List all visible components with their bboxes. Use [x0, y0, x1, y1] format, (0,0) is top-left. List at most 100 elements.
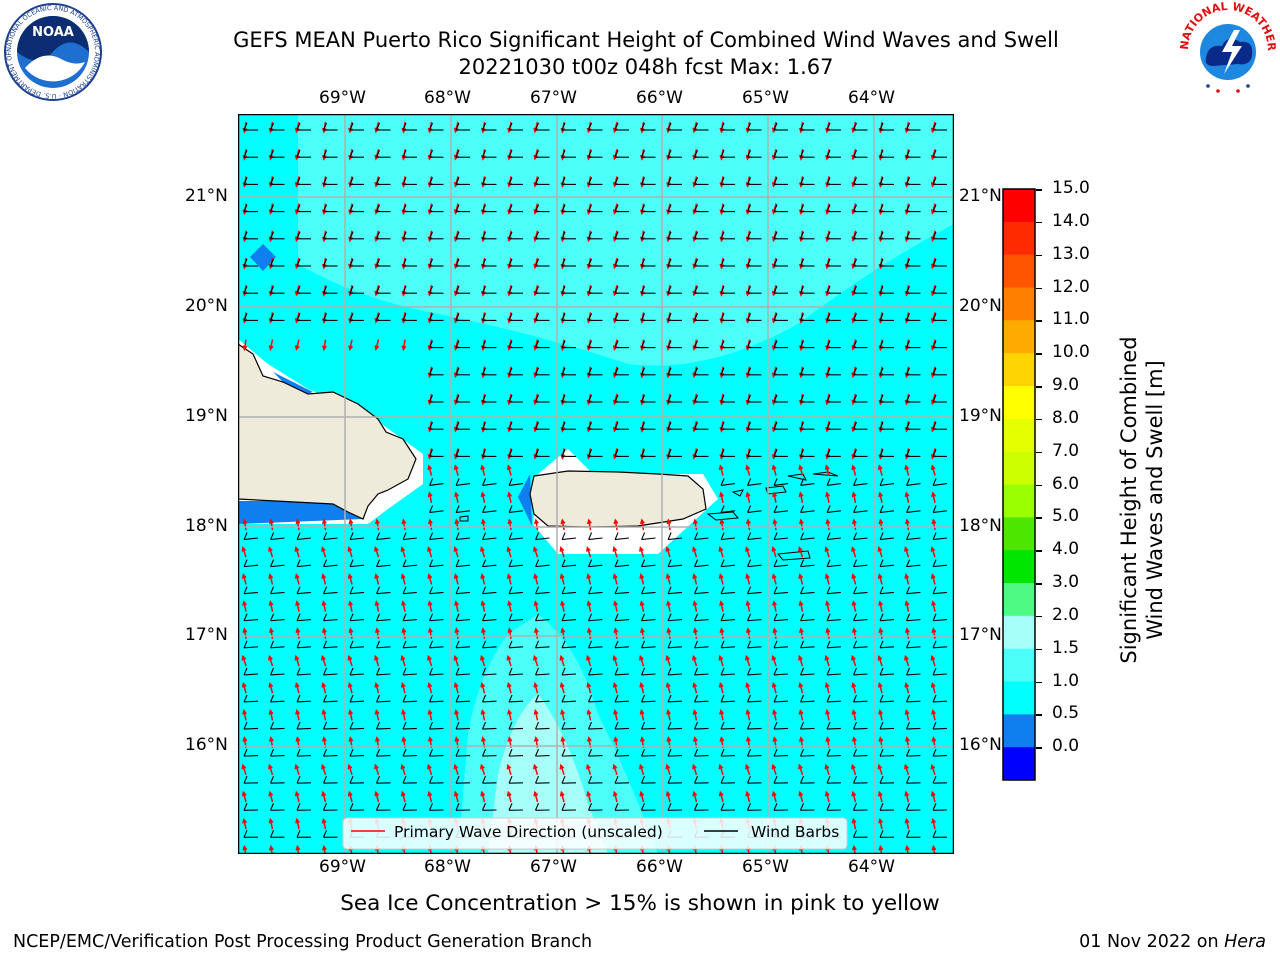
wind-barb — [932, 667, 948, 676]
wind-barb — [746, 394, 762, 403]
wind-barb — [747, 478, 762, 486]
wind-barb — [402, 122, 417, 131]
wind-barb — [693, 421, 709, 430]
wave-direction-arrow — [771, 681, 777, 694]
wind-barb — [640, 258, 656, 267]
wind-barb — [852, 421, 868, 430]
wave-direction-arrow — [454, 627, 460, 639]
wind-barb — [349, 122, 364, 131]
wind-barb — [376, 559, 391, 568]
wave-direction-arrow — [295, 709, 300, 721]
colorbar-tick-mark — [1036, 451, 1042, 454]
wind-barb — [667, 586, 683, 595]
wave-direction-arrow — [560, 600, 565, 612]
wind-barb — [455, 340, 470, 349]
wind-barb — [800, 613, 815, 622]
wind-barb — [508, 231, 523, 240]
wind-barb — [270, 667, 285, 676]
wave-direction-arrow — [295, 627, 301, 639]
colorbar-label: Significant Height of Combined Wind Wave… — [1116, 320, 1168, 680]
wind-barb — [508, 149, 523, 158]
wave-direction-arrow — [559, 681, 565, 694]
wave-direction-arrow — [480, 573, 486, 585]
wind-barb — [667, 394, 682, 403]
wind-barb — [588, 559, 603, 568]
wind-barb — [720, 505, 736, 514]
wave-direction-arrow — [427, 709, 433, 721]
colorbar-segment — [1003, 386, 1035, 420]
wind-barb — [561, 775, 577, 784]
colorbar-tick-label: 6.0 — [1052, 473, 1080, 494]
wind-barb — [906, 748, 921, 757]
wind-barb — [481, 258, 497, 267]
wave-direction-arrow — [904, 491, 910, 503]
wind-barb — [773, 667, 789, 676]
colorbar-segment — [1003, 221, 1035, 256]
wave-direction-arrow — [347, 763, 353, 776]
wind-barb — [667, 803, 683, 811]
wave-direction-arrow — [851, 654, 857, 667]
wind-barb — [614, 748, 630, 757]
wave-direction-arrow — [559, 654, 565, 667]
wave-direction-arrow — [904, 844, 910, 854]
wind-barb — [376, 640, 391, 649]
wave-direction-arrow — [268, 709, 274, 721]
wave-direction-arrow — [586, 600, 592, 612]
wind-barb — [587, 313, 603, 321]
wave-direction-arrow — [559, 573, 565, 585]
wind-barb — [932, 505, 948, 514]
wave-direction-arrow — [241, 573, 247, 585]
wave-direction-arrow — [824, 654, 830, 667]
wind-barb — [853, 748, 868, 757]
wind-barb — [693, 285, 709, 294]
wave-direction-arrow — [400, 654, 406, 667]
wave-direction-arrow — [294, 790, 300, 803]
wind-barb — [800, 505, 815, 514]
wind-barb — [773, 367, 788, 376]
wind-barb — [693, 394, 709, 403]
wave-direction-arrow — [904, 600, 910, 612]
map-frame — [238, 114, 954, 854]
wind-barb — [640, 803, 656, 811]
wind-barb — [535, 586, 550, 595]
wind-barb — [667, 694, 683, 703]
wind-barb — [667, 231, 682, 240]
wave-direction-arrow — [877, 464, 883, 476]
wind-barb — [455, 613, 471, 622]
colorbar-tick-mark — [1036, 386, 1042, 388]
wind-barb — [641, 667, 656, 676]
wave-direction-arrow — [586, 654, 592, 667]
wave-direction-arrow — [560, 518, 566, 531]
wind-barb — [614, 532, 630, 541]
wind-barb — [799, 285, 815, 294]
wind-barb — [641, 694, 656, 703]
wave-direction-arrow — [400, 681, 406, 694]
wind-barb — [561, 394, 576, 403]
wind-barb — [455, 149, 470, 158]
colorbar-tick-label: 1.0 — [1052, 670, 1080, 691]
lat-label-right: 19°N — [959, 406, 1002, 426]
wind-barb — [535, 559, 550, 568]
island-st-croix — [777, 550, 811, 561]
wind-barb — [879, 285, 894, 294]
wave-direction-arrow — [878, 600, 883, 612]
wave-direction-arrow — [559, 763, 565, 776]
wind-barb — [614, 775, 630, 784]
wave-direction-arrow — [401, 518, 407, 531]
colorbar-tick-label: 0.5 — [1052, 703, 1080, 724]
colorbar-tick-label: 13.0 — [1052, 243, 1090, 264]
wind-barb — [747, 748, 762, 757]
wind-barb — [799, 367, 815, 376]
wind-barb — [349, 231, 364, 240]
wind-barb — [349, 285, 364, 294]
wind-barb — [482, 478, 497, 486]
wind-barb — [720, 721, 736, 730]
wind-barb — [402, 586, 418, 595]
wave-direction-arrow — [506, 790, 512, 803]
wave-direction-arrow — [692, 790, 698, 803]
wind-barb — [270, 640, 285, 649]
wind-barb — [322, 258, 338, 267]
wind-barb — [799, 775, 815, 784]
wind-barb — [508, 559, 524, 568]
wave-direction-arrow — [241, 681, 247, 694]
